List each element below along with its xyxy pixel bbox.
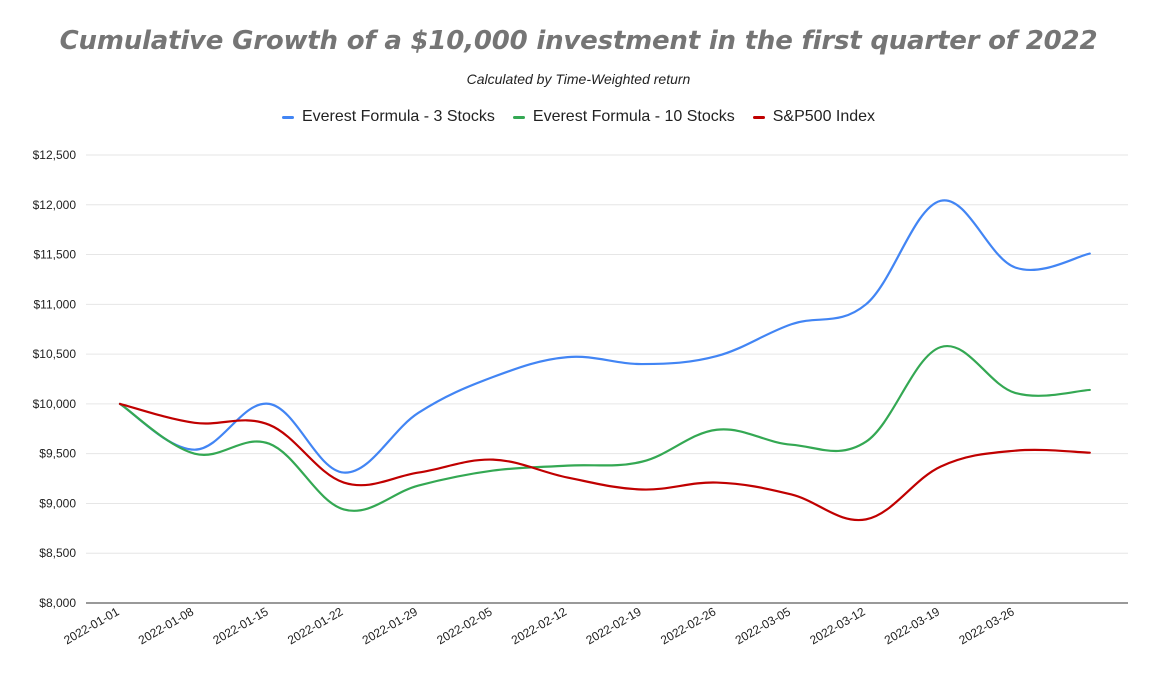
legend-label-series-2: S&P500 Index	[772, 108, 876, 125]
x-tick-label: 2022-02-19	[584, 604, 644, 647]
x-tick-label: 2022-02-12	[509, 604, 569, 647]
legend-item-series-2[interactable]: S&P500 Index	[752, 108, 876, 126]
x-tick-label: 2022-02-26	[658, 604, 718, 647]
y-tick-label: $11,000	[34, 297, 77, 311]
y-tick-label: $10,500	[33, 347, 77, 361]
legend-item-series-1[interactable]: Everest Formula - 10 Stocks	[512, 108, 735, 126]
y-tick-label: $11,500	[34, 248, 77, 262]
y-axis-ticks: $8,000 $8,500 $9,000 $9,500 $10,000 $10,500 $1…	[33, 148, 77, 610]
legend-swatch-series-2	[752, 115, 765, 119]
gridlines	[86, 154, 1128, 604]
y-tick-label: $10,000	[33, 397, 77, 411]
chart-legend: Everest Formula - 3 Stocks Everest Formu…	[0, 108, 1157, 126]
x-tick-label: 2022-01-15	[211, 604, 271, 647]
x-tick-label: 2022-01-08	[136, 604, 196, 647]
y-tick-label: $9,000	[39, 496, 76, 510]
x-tick-label: 2022-03-19	[882, 604, 942, 647]
chart-subtitle: Calculated by Time-Weighted return	[466, 71, 691, 87]
x-tick-label: 2022-03-12	[807, 604, 867, 647]
x-tick-label: 2022-03-05	[733, 604, 793, 647]
chart-title: Cumulative Growth of a $10,000 investmen…	[59, 26, 1098, 56]
legend-swatch-series-0	[281, 115, 294, 119]
x-tick-label: 2022-01-29	[360, 604, 420, 647]
y-tick-label: $8,000	[39, 596, 76, 610]
x-tick-label: 2022-02-05	[434, 604, 494, 647]
legend-label-series-0: Everest Formula - 3 Stocks	[301, 108, 495, 125]
legend-label-series-1: Everest Formula - 10 Stocks	[532, 108, 735, 125]
series-line-1[interactable]	[118, 344, 1091, 512]
x-axis-ticks: 2022-01-01 2022-01-08 2022-01-15 2022-01-22…	[61, 604, 1017, 647]
series-line-2[interactable]	[118, 402, 1091, 522]
y-tick-label: $8,500	[39, 546, 76, 560]
x-tick-label: 2022-01-22	[285, 604, 345, 647]
series-lines	[118, 199, 1091, 522]
y-tick-label: $12,500	[33, 148, 77, 162]
x-tick-label: 2022-01-01	[61, 604, 121, 647]
y-tick-label: $12,000	[33, 198, 77, 212]
legend-item-series-0[interactable]: Everest Formula - 3 Stocks	[281, 108, 495, 126]
y-tick-label: $9,500	[39, 447, 76, 461]
series-line-0[interactable]	[118, 199, 1091, 474]
x-tick-label: 2022-03-26	[957, 604, 1017, 647]
legend-swatch-series-1	[512, 115, 525, 119]
